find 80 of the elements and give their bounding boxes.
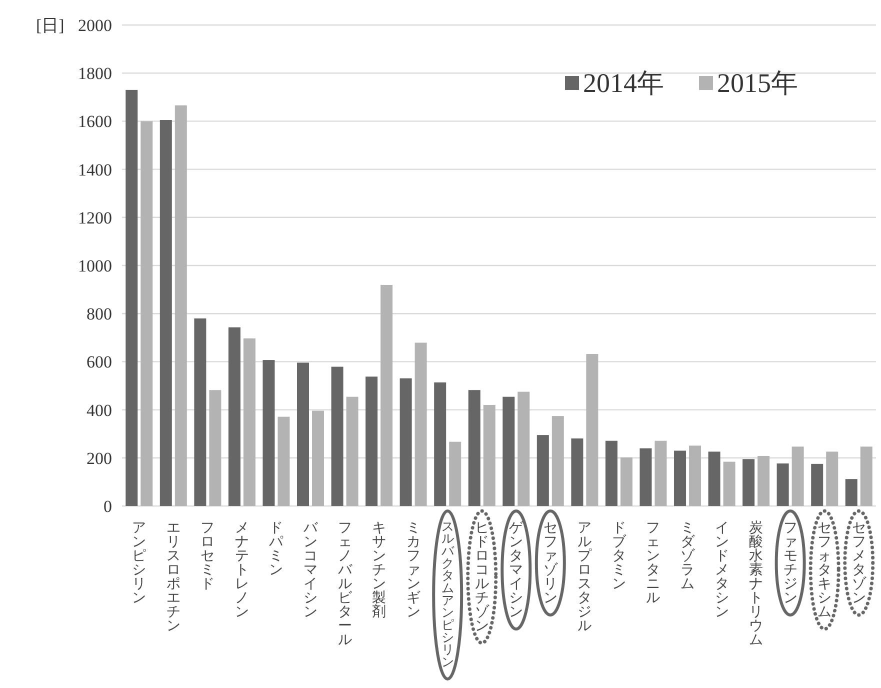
- bar: [400, 378, 412, 506]
- bar: [194, 318, 206, 506]
- x-tick-label: エリスロポエチン: [166, 521, 180, 634]
- legend-label: 2014年: [583, 68, 664, 98]
- y-axis-title: [日]: [36, 16, 64, 35]
- y-tick-label: 0: [104, 497, 112, 516]
- legend-label: 2015年: [717, 68, 798, 98]
- bar: [346, 396, 358, 506]
- x-tick-label: 炭酸水素ナトリウム: [749, 521, 764, 648]
- bar: [640, 448, 652, 506]
- y-tick-label: 1000: [78, 256, 112, 276]
- bar: [228, 327, 240, 506]
- bar: [278, 416, 290, 506]
- y-tick-label: 2000: [78, 16, 112, 35]
- y-tick-label: 1200: [78, 208, 112, 228]
- bar: [826, 452, 838, 506]
- bar: [140, 121, 153, 506]
- x-tick-label: キサンチン製剤: [372, 521, 386, 620]
- bar: [331, 366, 344, 506]
- x-tick-label: アルプロスタジル: [578, 521, 592, 634]
- bar: [174, 105, 187, 506]
- bar: [380, 284, 393, 506]
- x-tick-label: インドメタシン: [714, 521, 729, 620]
- bar: [571, 438, 584, 506]
- bar: [414, 342, 427, 506]
- x-tick-label: ドパミン: [269, 521, 284, 578]
- bar: [811, 464, 824, 506]
- x-tick-label: スルバクタムアンピシリン: [442, 519, 454, 669]
- bar: [262, 360, 275, 506]
- bar: [483, 404, 496, 506]
- y-tick-label: 400: [86, 400, 112, 420]
- bar: [468, 390, 480, 506]
- x-tick-label: ドブタミン: [612, 521, 626, 592]
- x-tick-label: ヒドロコルチゾン: [474, 521, 489, 634]
- bar: [742, 459, 755, 506]
- bar: [708, 452, 720, 506]
- bar: [434, 382, 446, 506]
- bar: [297, 362, 309, 506]
- y-tick-label: 600: [86, 352, 112, 372]
- bar: [792, 446, 804, 506]
- x-tick-label: ミカファンギン: [406, 521, 420, 620]
- bar: [654, 440, 667, 506]
- bar: [312, 410, 324, 506]
- x-tick-label: フェンタニル: [646, 521, 660, 606]
- y-tick-label: 1600: [78, 112, 112, 132]
- bar: [723, 462, 736, 506]
- x-tick-label: ファモチジン: [783, 521, 798, 606]
- x-tick-label: バンコマイシン: [304, 521, 318, 620]
- x-tick-label: セフォタキシム: [818, 521, 832, 620]
- bar: [518, 392, 530, 506]
- bar: [620, 457, 632, 506]
- x-tick-label: ミダゾラム: [680, 521, 694, 592]
- bar: [502, 396, 515, 506]
- bar: [689, 446, 701, 506]
- bar: [126, 90, 138, 506]
- x-tick-label: セフメタゾン: [852, 521, 866, 606]
- x-tick-label: アンピシリン: [132, 521, 146, 606]
- y-tick-label: 800: [86, 304, 112, 324]
- bar: [674, 450, 686, 506]
- bar: [160, 120, 172, 506]
- bar: [758, 456, 770, 506]
- x-tick-label: ゲンタマイシン: [509, 521, 524, 620]
- x-tick-label: フロセミド: [200, 521, 215, 592]
- y-tick-label: 200: [86, 448, 112, 468]
- bar: [536, 435, 549, 506]
- y-tick-label: 1800: [78, 64, 112, 84]
- bar: [586, 354, 598, 506]
- y-tick-label: 1400: [78, 160, 112, 180]
- bar: [449, 442, 462, 506]
- bar: [605, 440, 618, 506]
- bar: [776, 463, 789, 506]
- bar: [860, 446, 872, 506]
- x-tick-label: セファゾリン: [543, 521, 558, 606]
- bar: [209, 390, 222, 506]
- bar: [552, 416, 564, 506]
- bar: [243, 338, 256, 506]
- bar: [845, 479, 858, 506]
- x-tick-label: メナテトレノン: [234, 521, 249, 620]
- x-tick-label: フェノバルビタール: [338, 521, 352, 648]
- bar: [366, 376, 378, 506]
